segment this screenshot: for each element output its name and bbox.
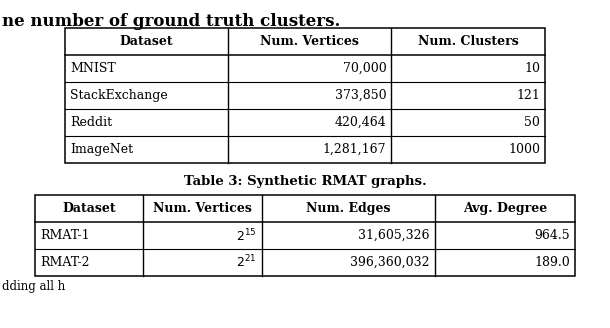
- Text: Dataset: Dataset: [120, 35, 173, 48]
- Text: MNIST: MNIST: [70, 62, 116, 75]
- Text: Num. Vertices: Num. Vertices: [153, 202, 252, 215]
- Text: Num. Vertices: Num. Vertices: [260, 35, 359, 48]
- Text: RMAT-2: RMAT-2: [40, 256, 90, 269]
- Text: $2^{15}$: $2^{15}$: [236, 227, 257, 244]
- Text: StackExchange: StackExchange: [70, 89, 168, 102]
- Bar: [35, 195, 575, 276]
- Text: 396,360,032: 396,360,032: [350, 256, 429, 269]
- Text: Avg. Degree: Avg. Degree: [462, 202, 547, 215]
- Text: 964.5: 964.5: [534, 229, 570, 242]
- Text: ne number of ground truth clusters.: ne number of ground truth clusters.: [2, 13, 340, 30]
- Text: $2^{21}$: $2^{21}$: [237, 254, 257, 271]
- Text: 50: 50: [524, 116, 540, 129]
- Text: ImageNet: ImageNet: [70, 143, 133, 156]
- Text: Reddit: Reddit: [70, 116, 112, 129]
- Text: 10: 10: [524, 62, 540, 75]
- Text: 420,464: 420,464: [335, 116, 386, 129]
- Text: dding all h: dding all h: [2, 280, 65, 293]
- Text: Num. Edges: Num. Edges: [306, 202, 390, 215]
- Text: 121: 121: [516, 89, 540, 102]
- Text: Dataset: Dataset: [62, 202, 116, 215]
- Text: 31,605,326: 31,605,326: [358, 229, 429, 242]
- Text: 70,000: 70,000: [343, 62, 386, 75]
- Text: 189.0: 189.0: [534, 256, 570, 269]
- Text: RMAT-1: RMAT-1: [40, 229, 90, 242]
- Text: 1000: 1000: [508, 143, 540, 156]
- Text: Num. Clusters: Num. Clusters: [418, 35, 518, 48]
- Text: 1,281,167: 1,281,167: [323, 143, 386, 156]
- Bar: [65, 28, 545, 163]
- Text: 373,850: 373,850: [335, 89, 386, 102]
- Text: Table 3: Synthetic RMAT graphs.: Table 3: Synthetic RMAT graphs.: [184, 174, 426, 188]
